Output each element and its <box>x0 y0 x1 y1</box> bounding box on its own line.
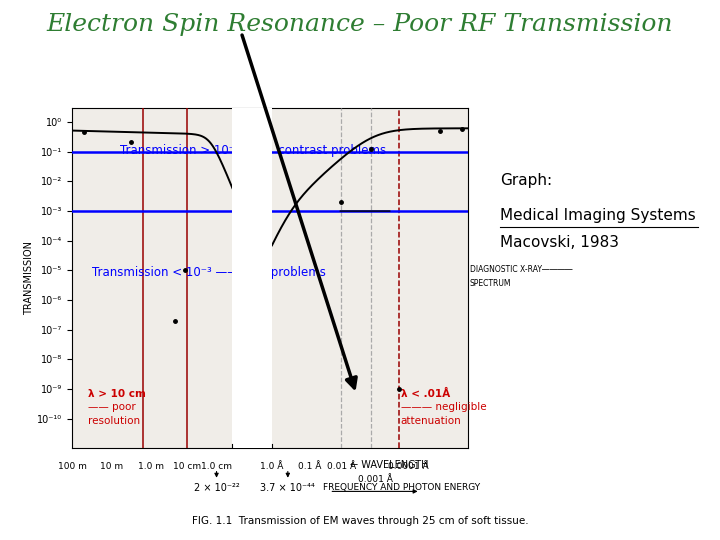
Text: Medical Imaging Systems: Medical Imaging Systems <box>500 208 696 223</box>
Text: 10 cm: 10 cm <box>173 462 201 471</box>
Text: 10 m: 10 m <box>100 462 123 471</box>
Text: resolution: resolution <box>88 416 140 426</box>
Text: 0.01 Å: 0.01 Å <box>327 462 356 471</box>
Text: λ > 10 cm: λ > 10 cm <box>88 389 145 399</box>
Text: Transmission < 10⁻³ —— SNR problems: Transmission < 10⁻³ —— SNR problems <box>92 266 325 279</box>
Text: 0.0001 Å: 0.0001 Å <box>388 462 429 471</box>
Text: FIG. 1.1  Transmission of EM waves through 25 cm of soft tissue.: FIG. 1.1 Transmission of EM waves throug… <box>192 516 528 526</box>
Text: ——— negligible: ——— negligible <box>400 402 486 412</box>
Text: 1.0 cm: 1.0 cm <box>201 462 232 471</box>
Text: Transmission > 10⁻¹  ——  contrast problems: Transmission > 10⁻¹ —— contrast problems <box>120 144 386 157</box>
Bar <box>233 108 272 448</box>
Text: ← WAVELENGTH: ← WAVELENGTH <box>350 460 428 470</box>
Text: Electron Spin Resonance – Poor RF Transmission: Electron Spin Resonance – Poor RF Transm… <box>47 14 673 37</box>
Text: —— poor: —— poor <box>88 402 135 412</box>
Text: 2 × 10⁻²²: 2 × 10⁻²² <box>194 483 240 494</box>
Text: 0.001 Å: 0.001 Å <box>358 475 392 484</box>
Text: λ < .01Å: λ < .01Å <box>400 389 450 399</box>
Text: attenuation: attenuation <box>400 416 462 426</box>
Y-axis label: TRANSMISSION: TRANSMISSION <box>24 241 35 315</box>
Text: FREQUENCY AND PHOTON ENERGY: FREQUENCY AND PHOTON ENERGY <box>323 483 480 492</box>
Text: 1.0 m: 1.0 m <box>138 462 164 471</box>
Text: Graph:: Graph: <box>500 173 552 188</box>
Text: 1.0 Å: 1.0 Å <box>261 462 284 471</box>
Text: Macovski, 1983: Macovski, 1983 <box>500 235 619 250</box>
Text: 100 m: 100 m <box>58 462 86 471</box>
Text: 0.1 Å: 0.1 Å <box>298 462 321 471</box>
Text: 3.7 × 10⁻⁴⁴: 3.7 × 10⁻⁴⁴ <box>261 483 315 494</box>
Text: SPECTRUM: SPECTRUM <box>470 279 511 288</box>
Text: DIAGNOSTIC X-RAY――――: DIAGNOSTIC X-RAY―――― <box>470 265 572 274</box>
